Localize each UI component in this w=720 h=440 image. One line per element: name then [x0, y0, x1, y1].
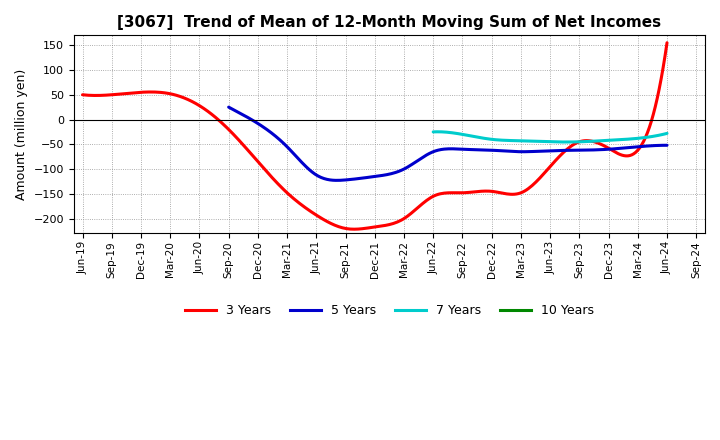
Y-axis label: Amount (million yen): Amount (million yen) [15, 69, 28, 200]
Title: [3067]  Trend of Mean of 12-Month Moving Sum of Net Incomes: [3067] Trend of Mean of 12-Month Moving … [117, 15, 662, 30]
Legend: 3 Years, 5 Years, 7 Years, 10 Years: 3 Years, 5 Years, 7 Years, 10 Years [179, 299, 599, 322]
